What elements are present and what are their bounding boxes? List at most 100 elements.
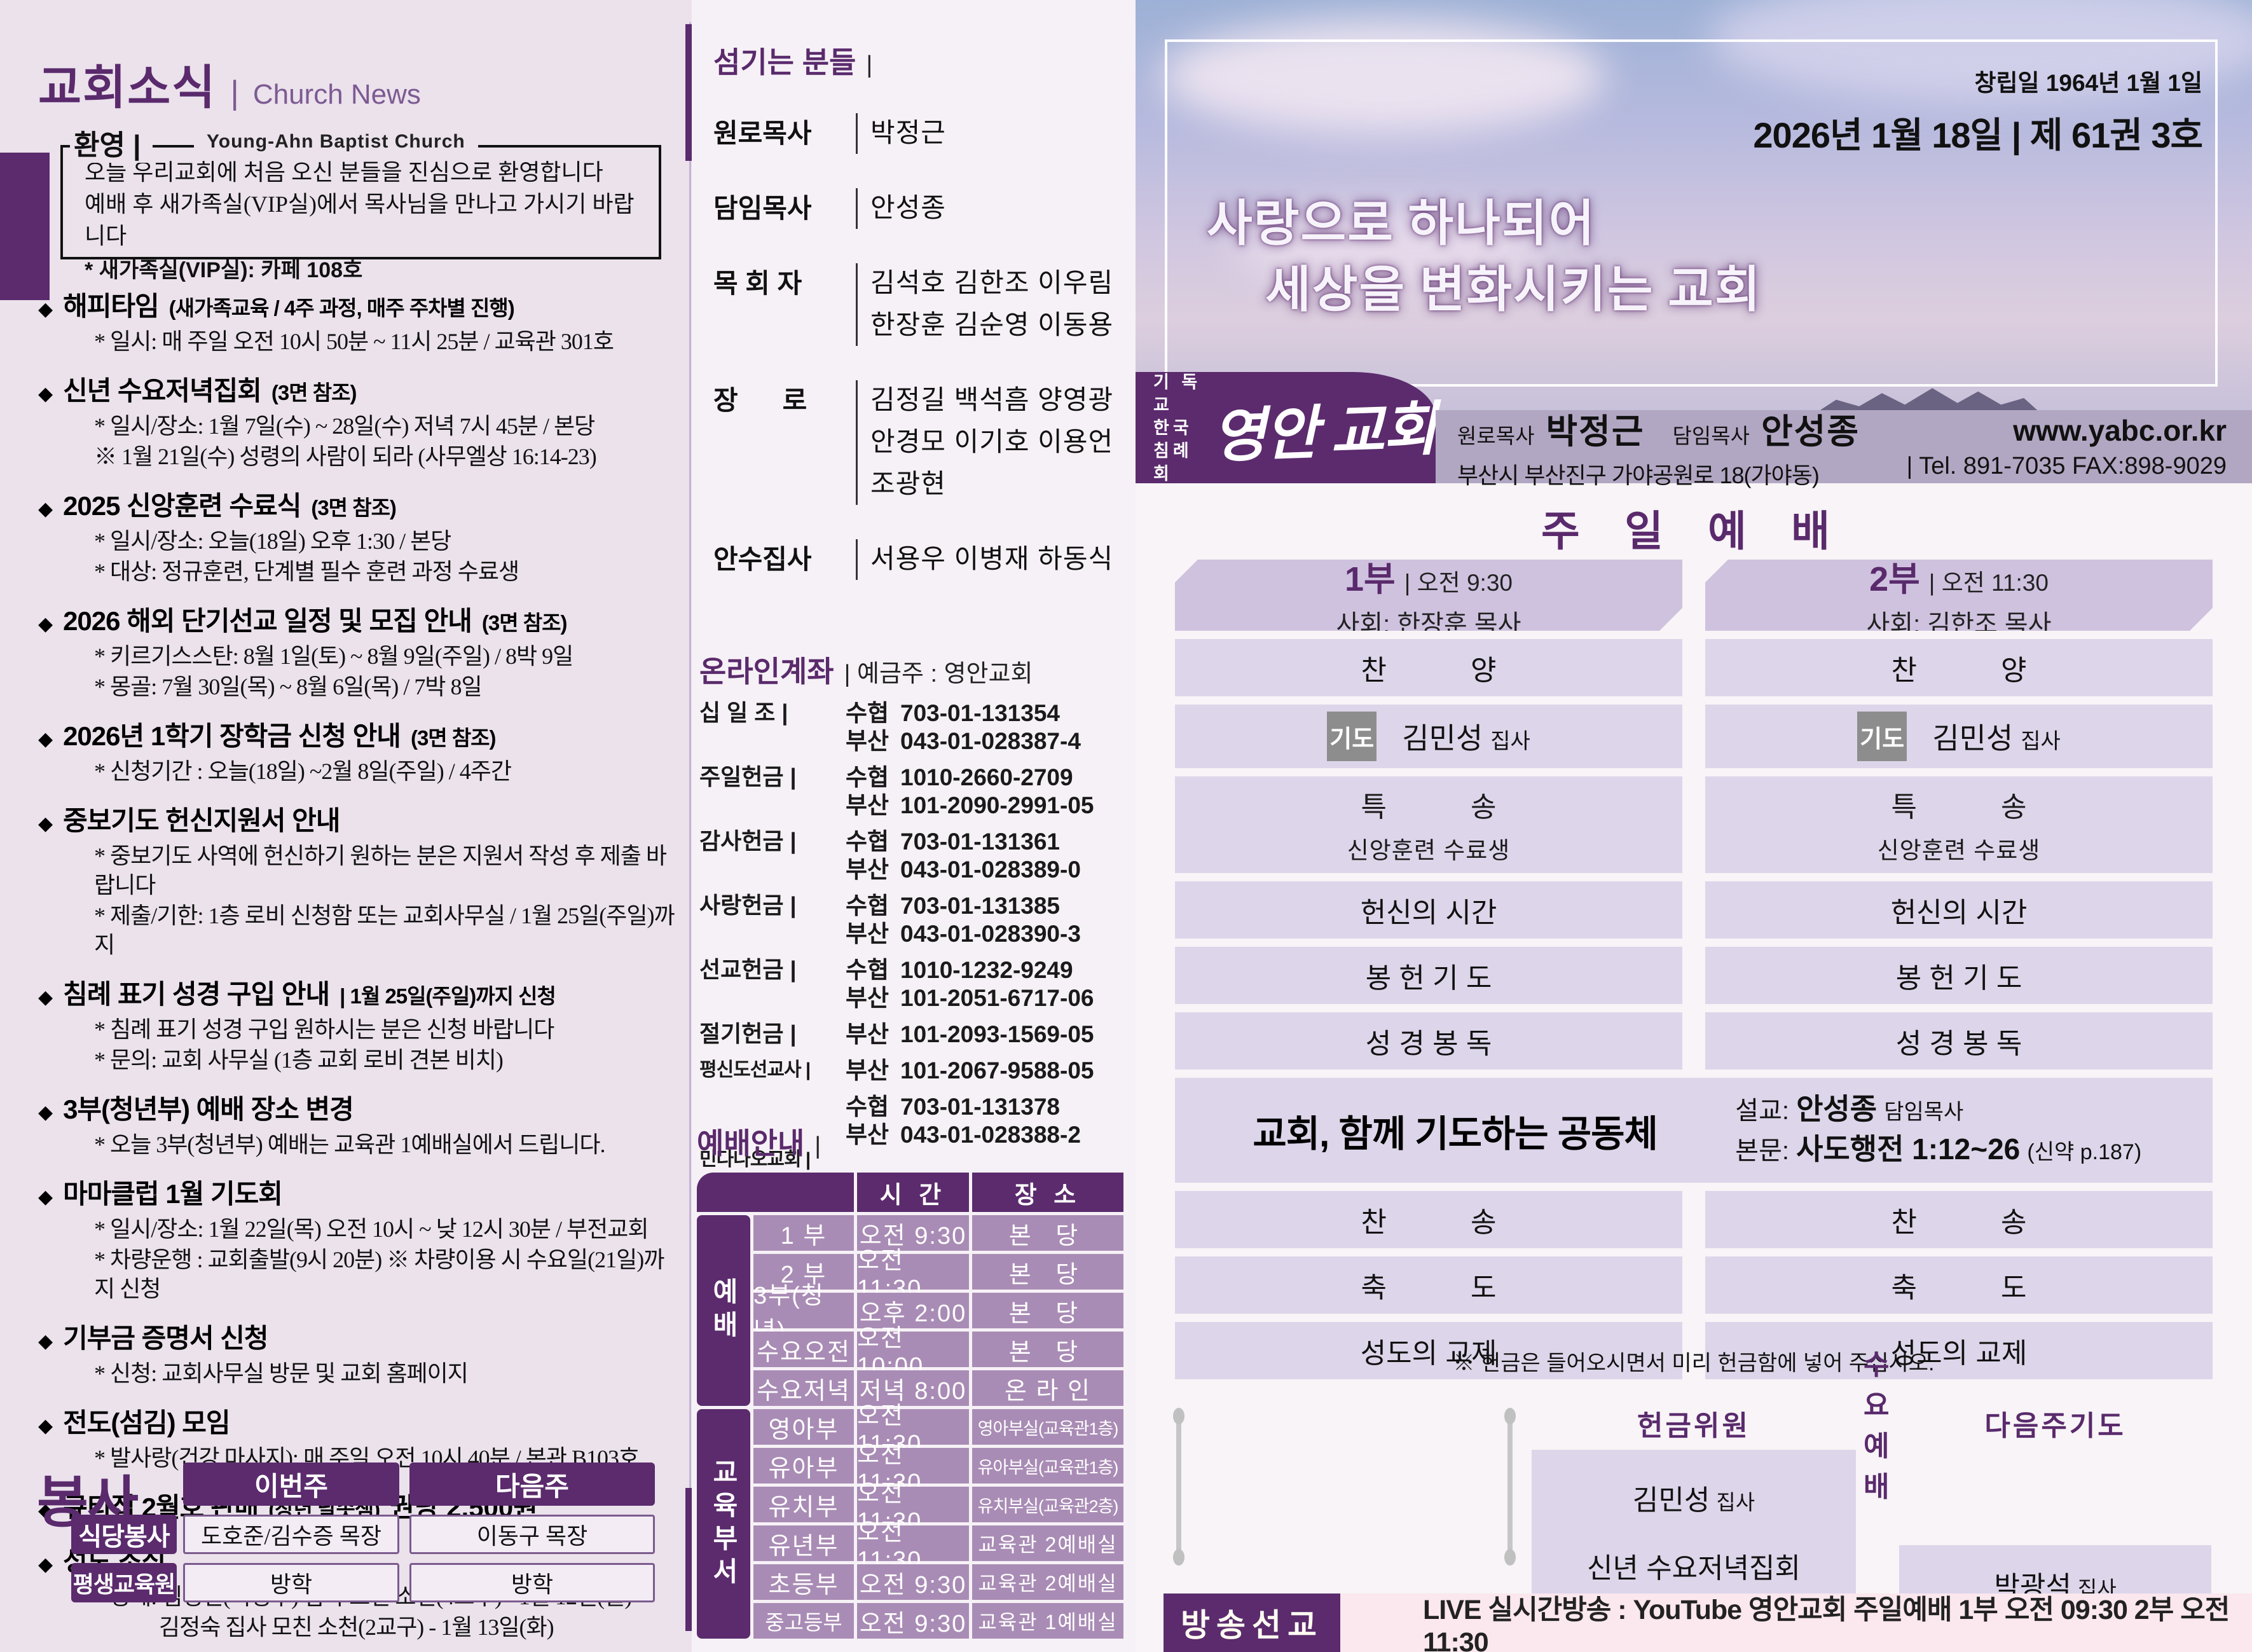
news-title: 2025 신앙훈련 수료식	[63, 491, 301, 521]
church-name-calligraphy: 영안 교회	[1211, 396, 1437, 470]
account-label-line1: 민다나오교회 |	[699, 1149, 811, 1170]
welcome-box: 오늘 우리교회에 처음 오신 분들을 진심으로 환영합니다 예배 후 새가족실(…	[60, 145, 661, 282]
account-number: 043-01-028389-0	[900, 857, 1081, 883]
news-item: ◆ 2026 해외 단기선교 일정 및 모집 안내 (3면 참조) * 키르기스스탄…	[38, 600, 682, 701]
row-label: 유년부	[753, 1525, 854, 1561]
bank-name: 부산	[846, 1021, 889, 1047]
account-label: 십 일 조 |	[699, 699, 788, 726]
account-label: 선교헌금 |	[699, 956, 797, 982]
dedication-row: 헌신의 시간 헌신의 시간	[1175, 881, 2213, 939]
sunday-worship-table: 1부 | 오전 9:30 사회: 한장훈 목사 2부 | 오전 11:30 사회…	[1175, 560, 2213, 1379]
masthead-info-strip: 원로목사 박정근 담임목사 안성종 부산시 부산진구 가야공원로 18(가야동)…	[1436, 410, 2252, 488]
news-sub: * 대상: 정규훈련, 단계별 필수 훈련 과정 수료생	[94, 559, 519, 584]
news-sub: * 일시/장소: 1월 7일(수) ~ 28일(수) 저녁 7시 45분 / 본…	[94, 413, 595, 439]
diamond-bullet-icon: ◆	[38, 499, 53, 520]
news-sub: 김정숙 집사 모친 소천(2교구) - 1월 13일(화)	[159, 1614, 554, 1640]
row-time: 오전 9:30	[857, 1215, 969, 1251]
news-title: 해피타임	[63, 291, 160, 321]
fellowship-cell: 성도의 교제	[1890, 1338, 2028, 1369]
masthead-band: 기 독 교 한국침례회 영안 교회 원로목사 박정근 담임목사 안성종 부산시 …	[1136, 372, 2252, 488]
prayer-badge: 기도	[1857, 712, 1907, 761]
account-number: 703-01-131378	[900, 1094, 1060, 1120]
church-address: 부산시 부산진구 가야공원로 18(가야동)	[1457, 462, 1820, 488]
account-number: 703-01-131385	[900, 893, 1060, 919]
servant-names: 김석호 김한조 이우림 한장훈 김순영 이동용	[870, 262, 1127, 346]
online-accounts-section: 온라인계좌 | 예금주 : 영안교회 십 일 조 | 수협 703-01-1313…	[699, 649, 1132, 1315]
row-place: 본 당	[972, 1293, 1123, 1328]
news-note: (3면 참조)	[311, 496, 397, 520]
accounts-title-text: 온라인계좌	[699, 655, 834, 688]
service-cell: 이동구 목장	[409, 1515, 655, 1554]
heading-divider: |	[230, 74, 239, 111]
praise-cell: 찬 양	[1361, 655, 1497, 686]
slogan-line-1: 사랑으로 하나되어	[1207, 196, 1596, 251]
bank-name: 부산	[846, 857, 889, 883]
news-title: 전도(섬김) 모임	[63, 1408, 230, 1438]
news-title: 마마클럽 1월 기도회	[63, 1179, 283, 1209]
news-list: ◆ 해피타임 (새가족교육 / 4주 과정, 매주 주차별 진행) * 일시: 매 …	[38, 285, 682, 1652]
servant-row: 목 회 자 김석호 김한조 이우림 한장훈 김순영 이동용	[713, 262, 1127, 346]
row-label: 초등부	[753, 1564, 854, 1600]
account-label: 주일헌금 |	[699, 764, 797, 790]
news-item: ◆ 신년 수요저녁집회 (3면 참조) * 일시/장소: 1월 7일(수) ~ 28…	[38, 369, 682, 471]
bank-name: 수협	[846, 764, 889, 790]
news-sub: * 일시/장소: 1월 22일(목) 오전 10시 ~ 낮 12시 30분 / …	[94, 1216, 649, 1242]
cloud-decoration	[1231, 210, 1549, 286]
sermon-preacher-label: 설교:	[1735, 1096, 1789, 1125]
prayer-badge: 기도	[1327, 712, 1377, 761]
sermon-preacher-suffix: 담임목사	[1884, 1099, 1964, 1124]
special-song-row: 특 송 신앙훈련 수료생 특 송 신앙훈련 수료생	[1175, 776, 2213, 873]
dedication-cell: 헌신의 시간	[1360, 897, 1497, 928]
diamond-bullet-icon: ◆	[38, 299, 53, 320]
benediction-cell: 축 도	[1891, 1272, 2027, 1304]
sermon-passage-text: 사도행전 1:12~26	[1796, 1132, 2021, 1166]
servant-names-line: 김정길 백석흠 양영광	[870, 385, 1114, 415]
fellowship-row: 성도의 교제 성도의 교제	[1175, 1322, 2213, 1379]
servant-role: 장 로	[713, 385, 807, 415]
servant-row: 원로목사 박정근	[713, 112, 1127, 154]
accounts-holder: | 예금주 : 영안교회	[844, 661, 1033, 687]
servant-role: 목 회 자	[713, 268, 802, 298]
table-corner-cell	[697, 1173, 854, 1212]
news-title: 기부금 증명서 신청	[63, 1323, 268, 1353]
servant-role: 안수집사	[713, 544, 812, 574]
worship-info-title-text: 예배안내	[697, 1127, 805, 1160]
account-label: 절기헌금 |	[699, 1021, 797, 1047]
bank-name: 부산	[846, 921, 889, 947]
servant-row: 장 로 김정길 백석흠 양영광 안경모 이기호 이용언 조광현	[713, 379, 1127, 505]
broadcast-band: 방송선교 LIVE 실시간방송 : YouTube 영안교회 주일예배 1부 오…	[1136, 1593, 2252, 1652]
account-number: 101-2067-9588-05	[900, 1057, 1094, 1084]
welcome-line-2: 예배 후 새가족실(VIP실)에서 목사님을 만나고 가시기 바랍니다	[85, 191, 635, 249]
worship-info-table: 시 간 장 소 예배 1 부 오전 9:30 본 당 2 부 오전 11:30 …	[697, 1173, 1127, 1639]
committee-member-suffix: 집사	[1716, 1490, 1755, 1514]
row-place: 유아부실(교육관1층)	[972, 1448, 1123, 1483]
account-row: 선교헌금 | 수협 1010-1232-9249 부산 101-2051-6717-…	[699, 956, 1132, 1012]
pastor-info: 원로목사 박정근 담임목사 안성종 부산시 부산진구 가야공원로 18(가야동)	[1457, 403, 1860, 490]
prayer-cell: 기도 김민성 집사	[1705, 705, 2213, 768]
row-time: 오전 11:30	[857, 1480, 969, 1535]
account-number: 1010-1232-9249	[900, 957, 1073, 983]
broadcast-label: 방송선교	[1164, 1593, 1340, 1652]
servant-names: 서용우 이병재 하동식	[870, 544, 1114, 574]
col-header-place: 장 소	[972, 1173, 1123, 1212]
service-header-row: 1부 | 오전 9:30 사회: 한장훈 목사 2부 | 오전 11:30 사회…	[1175, 560, 2213, 631]
account-label: 평신도선교사 |	[699, 1059, 811, 1080]
divider	[856, 188, 858, 229]
account-number: 101-2090-2991-05	[900, 792, 1094, 818]
special-song-cell: 특 송 신앙훈련 수료생	[1175, 776, 1682, 873]
row-place: 교육관 1예배실	[972, 1603, 1123, 1639]
special-song-by: 신앙훈련 수료생	[1877, 837, 2041, 864]
row-place: 교육관 2예배실	[972, 1564, 1123, 1600]
service1-part: 1부	[1345, 560, 1396, 598]
left-edge-accent-bar	[0, 153, 50, 300]
hymn-cell: 찬 송	[1361, 1207, 1497, 1238]
row-place: 본 당	[972, 1215, 1123, 1251]
committee-title-offering: 헌금위원	[1637, 1410, 1750, 1442]
worship-info-title: 예배안내 |	[697, 1120, 1127, 1162]
news-note: (3면 참조)	[271, 381, 357, 404]
photo-frame-border	[1165, 39, 2218, 387]
news-item: ◆ 2025 신앙훈련 수료식 (3면 참조) * 일시/장소: 오늘(18일) 오…	[38, 485, 682, 586]
service-row-label: 식당봉사	[71, 1515, 177, 1554]
news-sub: * 신청: 교회사무실 방문 및 교회 홈페이지	[94, 1361, 469, 1386]
